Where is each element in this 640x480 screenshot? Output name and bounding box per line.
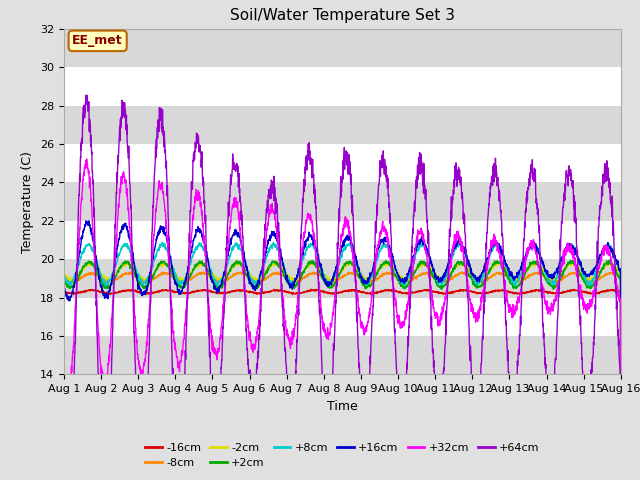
+32cm (359, 323, 367, 329)
-8cm (371, 277, 379, 283)
+2cm (358, 279, 366, 285)
-2cm (584, 275, 591, 281)
-16cm (371, 290, 379, 296)
+8cm (371, 265, 379, 271)
Title: Soil/Water Temperature Set 3: Soil/Water Temperature Set 3 (230, 9, 455, 24)
+32cm (60, 372, 68, 378)
Legend: -16cm, -8cm, -2cm, +2cm, +8cm, +16cm, +32cm, +64cm: -16cm, -8cm, -2cm, +2cm, +8cm, +16cm, +3… (141, 438, 544, 472)
+2cm (504, 276, 512, 282)
+16cm (60, 286, 68, 291)
-8cm (504, 274, 512, 279)
Bar (64, 336, 621, 374)
+32cm (584, 310, 591, 316)
+2cm (568, 258, 575, 264)
-16cm (584, 289, 591, 295)
-16cm (568, 287, 575, 293)
+8cm (504, 269, 512, 275)
X-axis label: Time: Time (327, 400, 358, 413)
Line: -16cm: -16cm (64, 289, 621, 480)
+64cm (216, 387, 223, 393)
+8cm (359, 277, 367, 283)
+2cm (60, 279, 68, 285)
Line: +8cm: +8cm (64, 242, 621, 480)
+16cm (216, 285, 223, 290)
+8cm (60, 274, 68, 280)
-8cm (359, 276, 367, 282)
-16cm (504, 288, 512, 294)
+2cm (584, 285, 591, 290)
-16cm (216, 290, 223, 296)
+16cm (584, 274, 591, 279)
+32cm (83, 156, 90, 162)
+8cm (269, 240, 277, 245)
+64cm (83, 92, 90, 98)
-2cm (568, 262, 575, 268)
Y-axis label: Temperature (C): Temperature (C) (22, 151, 35, 252)
-2cm (371, 271, 379, 277)
+64cm (60, 444, 68, 449)
-16cm (60, 289, 68, 295)
+8cm (568, 241, 575, 247)
Bar (64, 29, 621, 67)
-2cm (216, 276, 223, 282)
+16cm (359, 279, 367, 285)
+32cm (504, 304, 512, 310)
+2cm (566, 257, 574, 263)
+64cm (584, 404, 591, 409)
-8cm (584, 277, 591, 283)
-8cm (60, 275, 68, 281)
Line: -8cm: -8cm (64, 272, 621, 480)
Bar (64, 106, 621, 144)
+32cm (568, 247, 575, 252)
Line: +32cm: +32cm (64, 159, 621, 480)
Bar (64, 182, 621, 221)
+16cm (371, 262, 379, 267)
Line: -2cm: -2cm (64, 262, 621, 480)
+2cm (216, 284, 223, 290)
+8cm (584, 278, 591, 284)
+8cm (216, 280, 223, 286)
-2cm (359, 273, 367, 278)
+64cm (568, 181, 575, 187)
+16cm (568, 245, 575, 251)
+16cm (82, 218, 90, 224)
+64cm (371, 243, 379, 249)
+32cm (371, 270, 379, 276)
-8cm (568, 270, 575, 276)
-16cm (359, 289, 367, 295)
Line: +64cm: +64cm (64, 95, 621, 480)
+64cm (504, 370, 512, 375)
Line: +16cm: +16cm (64, 221, 621, 480)
-8cm (127, 269, 135, 275)
+64cm (359, 408, 367, 414)
-2cm (60, 273, 68, 279)
+2cm (371, 276, 378, 282)
+32cm (216, 341, 223, 347)
-16cm (307, 286, 315, 292)
Bar (64, 259, 621, 298)
-2cm (504, 271, 512, 276)
+16cm (504, 268, 512, 274)
-8cm (216, 279, 223, 285)
Line: +2cm: +2cm (64, 260, 621, 480)
Text: EE_met: EE_met (72, 35, 123, 48)
-2cm (122, 259, 129, 264)
